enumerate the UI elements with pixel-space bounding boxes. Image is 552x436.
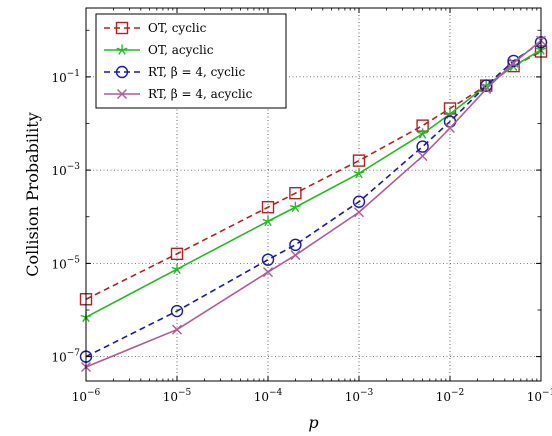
square-marker [261,201,275,214]
data-point [416,140,429,153]
data-point [480,79,493,92]
data-point [289,201,301,213]
circle-marker [289,238,302,252]
data-point [261,201,275,214]
square-marker [170,247,184,261]
data-point [417,128,429,139]
star-marker [417,128,429,139]
star-marker [171,263,183,275]
legend-entry: OT, cyclic [104,21,207,35]
star-marker [116,44,128,55]
square-marker [352,154,366,167]
series-line [85,41,542,358]
circle-marker [480,79,493,92]
star-marker [262,215,274,227]
star-marker [289,201,301,213]
data-point [172,324,182,335]
data-point [290,250,301,261]
data-point [445,123,455,134]
data-point [289,186,302,200]
x-tick-label: 10−3 [345,388,374,404]
legend-label: RT, β = 4, cyclic [148,65,245,79]
data-point [170,304,184,318]
x-marker [263,267,273,278]
legend-entry: OT, acyclic [104,43,214,57]
data-point [417,151,428,162]
series-2 [79,36,548,363]
data-point [507,54,520,68]
data-point [261,253,275,266]
x-marker [481,83,492,94]
legend-label: RT, β = 4, acyclic [148,87,253,101]
x-marker [508,57,519,68]
x-marker [354,207,364,218]
y-tick-label: 10−7 [51,349,80,365]
circle-marker [352,195,366,208]
data-point [354,207,364,218]
legend-marker [116,44,128,55]
data-point [262,215,274,227]
x-axis-label: p [308,413,318,432]
y-tick-label: 10−3 [51,162,80,178]
square-marker [115,21,129,35]
data-point [508,57,519,68]
x-tick-label: 10−6 [72,388,101,404]
data-point [263,267,273,278]
data-point [352,154,366,167]
series-3 [81,35,546,372]
star-marker [353,167,365,179]
y-tick-label: 10−1 [51,69,80,85]
legend: OT, cyclic OT, acyclic RT, β = 4, cyclic RT… [95,13,287,109]
circle-marker [170,304,184,318]
plot-area-frame [85,7,542,382]
x-tick-label: 10−4 [254,388,283,404]
x-marker [172,324,182,335]
axis-ticks: 10−6 10−5 10−4 10−3 10−2 10−1 10−7 10−5 10−3 10−1 [51,8,552,404]
series-layer [79,35,548,372]
circle-marker [115,65,129,79]
data-point [353,167,365,179]
x-marker [445,123,455,134]
square-marker [289,186,302,200]
legend-marker [117,89,127,99]
series-line [85,39,542,368]
circle-marker [261,253,275,266]
x-tick-label: 10−2 [436,388,465,404]
legend-entry: RT, β = 4, acyclic [104,87,253,101]
x-tick-label: 10−5 [163,388,192,404]
legend-marker [115,65,129,79]
circle-marker [416,140,429,153]
x-marker [417,151,428,162]
data-point [170,247,184,261]
data-point [481,83,492,94]
legend-label: OT, acyclic [148,43,214,57]
x-marker [117,89,127,99]
circle-marker [507,54,520,68]
legend-marker [115,21,129,35]
data-point [289,238,302,252]
y-axis-label: Collision Probability [23,112,42,276]
legend-label: OT, cyclic [148,21,207,35]
x-tick-label: 10−1 [527,388,552,404]
data-point [352,195,366,208]
data-point [171,263,183,275]
y-tick-label: 10−5 [51,255,80,271]
legend-entry: RT, β = 4, cyclic [104,65,245,79]
x-marker [290,250,301,261]
